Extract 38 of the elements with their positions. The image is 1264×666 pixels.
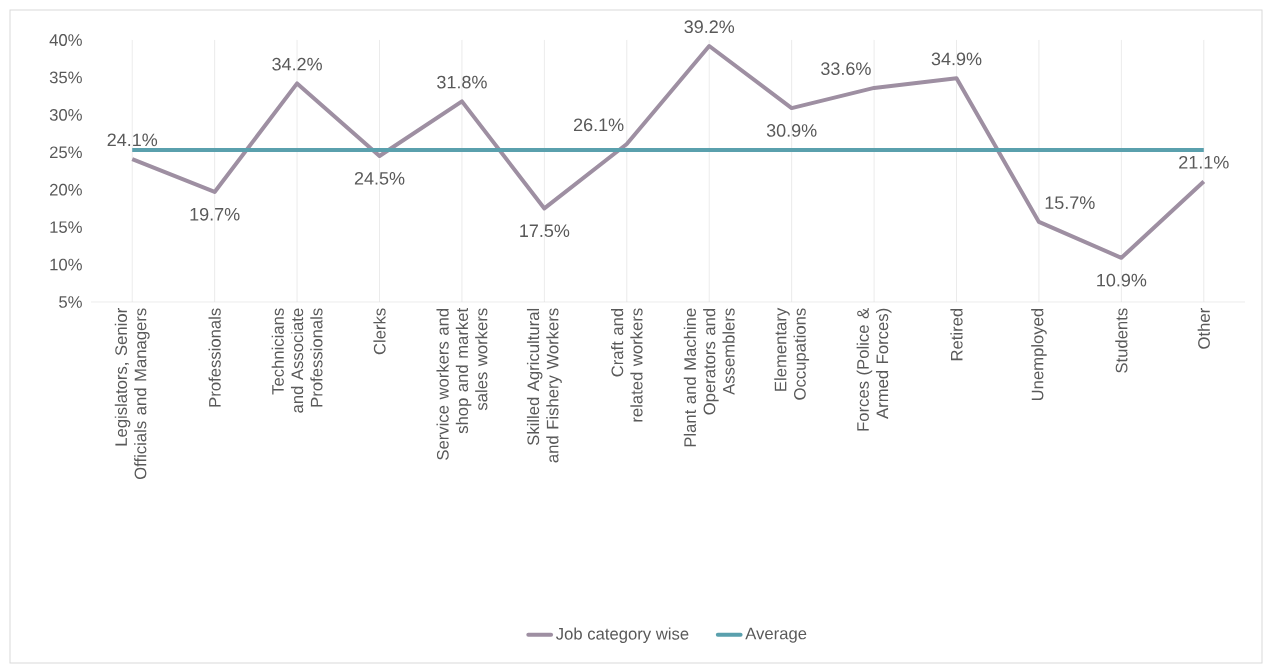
data-label: 33.6% — [821, 62, 871, 76]
data-label: 21.1% — [1179, 155, 1229, 169]
x-tick-label: Service workers and shop and market sales workers — [436, 307, 488, 460]
x-tick-label: Skilled Agricultural and Fishery Workers — [526, 308, 562, 463]
data-label: 31.8% — [437, 75, 487, 89]
data-label: 17.5% — [520, 224, 570, 238]
data-label: 24.5% — [354, 171, 405, 185]
y-tick-label: 25% — [50, 146, 82, 159]
data-label: 15.7% — [1045, 196, 1095, 209]
y-tick-label: 40% — [49, 34, 82, 46]
data-label: 39.2% — [684, 20, 735, 34]
legend-label: Average — [745, 627, 807, 643]
x-tick-label: Other — [1197, 308, 1210, 349]
x-tick-label: Professionals — [208, 308, 221, 407]
x-tick-label: Retired — [950, 308, 963, 361]
legend-label: Job category wise — [556, 627, 689, 643]
data-label: 19.7% — [190, 207, 240, 221]
data-label: 24.1% — [107, 133, 158, 147]
x-tick-label: Legislators, Senior Officials and Managers — [114, 308, 150, 480]
y-tick-label: 30% — [49, 108, 82, 121]
y-tick-label: 35% — [49, 71, 82, 84]
x-tick-label: Technicians and Associate Professionals — [271, 308, 323, 413]
x-tick-label: Craft and related workers — [611, 308, 643, 422]
y-tick-label: 10% — [50, 258, 82, 271]
x-tick-label: Unemployed — [1031, 308, 1047, 401]
y-tick-label: 20% — [50, 183, 82, 196]
data-label: 10.9% — [1097, 273, 1147, 287]
data-label: 34.2% — [272, 57, 322, 71]
y-tick-label: 15% — [50, 221, 82, 233]
x-tick-label: Plant and Machine Operators and Assemblers — [683, 308, 735, 447]
x-tick-label: Elementary Occupations — [774, 307, 810, 400]
x-tick-label: Forces (Police & Armed Forces) — [856, 308, 892, 431]
data-label: 34.9% — [931, 52, 982, 66]
x-tick-label: Students — [1115, 308, 1128, 373]
y-tick-label: 5% — [59, 296, 82, 308]
data-label: 30.9% — [766, 124, 817, 137]
data-label: 26.1% — [573, 118, 624, 132]
x-tick-label: Clerks — [373, 308, 386, 355]
